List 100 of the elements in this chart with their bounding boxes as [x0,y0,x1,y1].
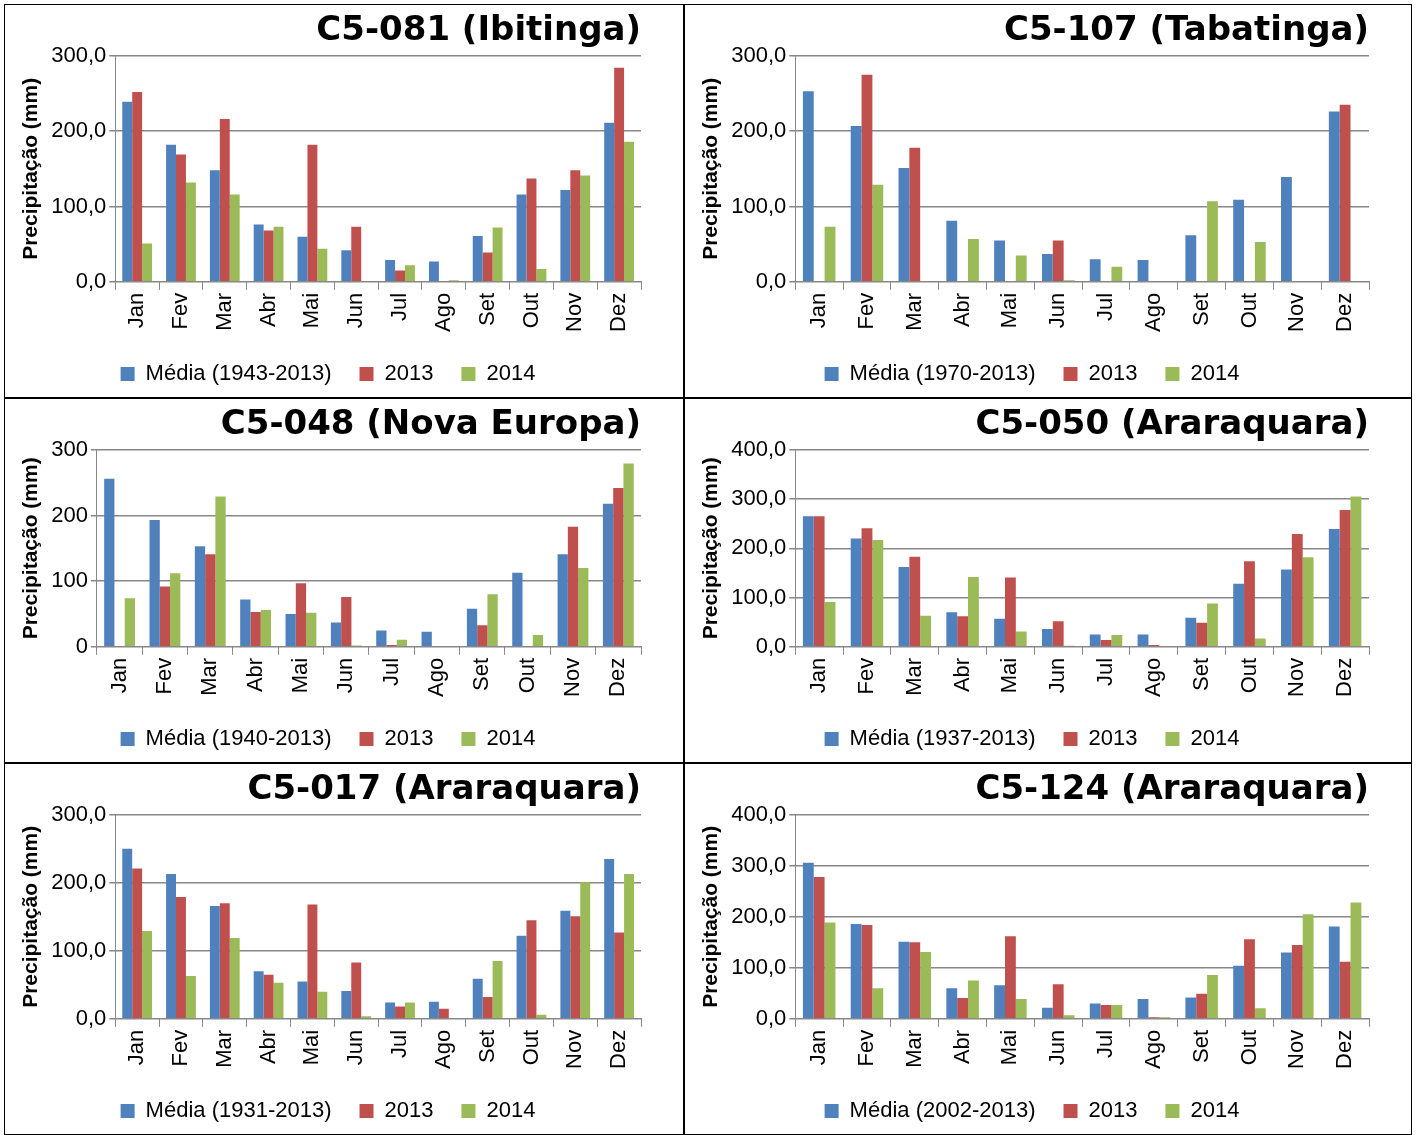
x-tick-label: Out [1235,1029,1261,1066]
bar [482,252,493,282]
x-tick-label: Mar [900,292,926,331]
bar [176,154,186,282]
x-tick-label: Abr [254,1029,280,1065]
legend-label: Média (1943-2013) [145,360,332,386]
x-tick-label: Jan [805,657,831,694]
x-tick-label: Set [473,292,499,326]
bar [1339,961,1351,1019]
x-tick-label: Jun [342,292,368,329]
bar [297,981,308,1019]
x-tick-label: Dez [1331,657,1357,697]
bar [1350,902,1362,1019]
bar [229,194,240,282]
bar [567,526,579,647]
legend-label: 2014 [486,725,536,751]
bar [1015,255,1027,282]
bar [850,923,862,1019]
bar [909,942,921,1019]
bar [536,1014,547,1019]
bar [557,554,568,647]
y-tick-label: 300,0 [51,800,107,826]
bar [142,931,153,1019]
legend-label: 2013 [384,725,434,751]
bar [263,974,274,1019]
x-tick-label: Ago [1139,1029,1165,1070]
bar [1041,1007,1053,1019]
x-tick-label: Mai [298,292,324,329]
bar [526,178,537,282]
bar [176,897,186,1019]
y-tick-label: 200,0 [51,868,107,894]
legend-label: Média (2002-2013) [849,1097,1036,1123]
bar [472,978,483,1019]
bar [428,1001,439,1019]
x-tick-label: Jun [332,657,358,694]
x-tick-label: Out [517,292,543,329]
y-tick-label: 200,0 [51,117,107,143]
x-tick-label: Abr [948,657,974,693]
bar [1196,622,1208,647]
bar [166,144,177,282]
y-tick-label: 400,0 [731,435,787,461]
x-tick-label: Fev [853,1029,879,1067]
y-tick-label: 200,0 [731,902,787,928]
bar [946,988,958,1019]
bar [1089,634,1101,647]
bar [1004,936,1016,1019]
bar [351,962,362,1019]
bar [850,538,862,647]
bar [526,920,537,1019]
x-tick-label: Nov [561,1029,587,1069]
x-tick-label: Jun [1044,657,1070,694]
x-tick-label: Out [1235,657,1261,694]
bar [898,168,910,282]
bar [1291,944,1303,1019]
chart-title: C5-124 (Araraquara) [975,767,1369,808]
x-tick-label: Mar [210,292,236,331]
x-tick-label: Mai [996,1029,1022,1066]
bar [516,194,527,282]
x-tick-label: Jul [1092,657,1118,686]
bar [909,147,921,282]
bar [122,848,133,1019]
x-tick-label: Nov [1283,1029,1309,1069]
bar [1254,1008,1266,1019]
bar [623,463,634,647]
x-tick-label: Fev [853,292,879,330]
bar [132,868,143,1019]
x-tick-label: Jul [377,657,403,686]
bar [1052,621,1064,647]
legend-label: 2013 [384,360,434,386]
x-tick-label: Jul [386,292,412,321]
y-axis-title: Precipitação (mm) [18,457,42,640]
chart-title: C5-017 (Araraquara) [247,767,641,808]
bar [219,119,230,282]
y-tick-label: 100,0 [51,192,107,218]
chart-title: C5-081 (Ibitinga) [316,8,641,49]
bar [824,922,836,1019]
legend-label: 2013 [1088,360,1138,386]
y-tick-label: 100 [51,567,88,593]
x-tick-label: Jul [386,1029,412,1058]
legend-label: 2013 [384,1097,434,1123]
bar [861,528,873,647]
legend-label: 2013 [1088,725,1138,751]
x-tick-label: Mai [298,1029,324,1066]
x-tick-label: Jan [105,657,131,694]
bar [421,631,432,647]
bar [1339,509,1351,647]
bar [124,598,135,647]
x-tick-label: Set [473,1029,499,1063]
y-axis-title: Precipitação (mm) [698,77,722,260]
bar [604,859,615,1019]
bar [1207,201,1218,282]
bar [578,568,589,647]
y-tick-label: 300,0 [731,851,787,877]
bar [166,873,177,1019]
x-tick-label: Nov [559,657,585,697]
y-tick-label: 100,0 [731,192,787,218]
bar [968,238,979,282]
x-tick-label: Abr [948,292,974,328]
bar [341,250,352,282]
bar [512,572,523,647]
